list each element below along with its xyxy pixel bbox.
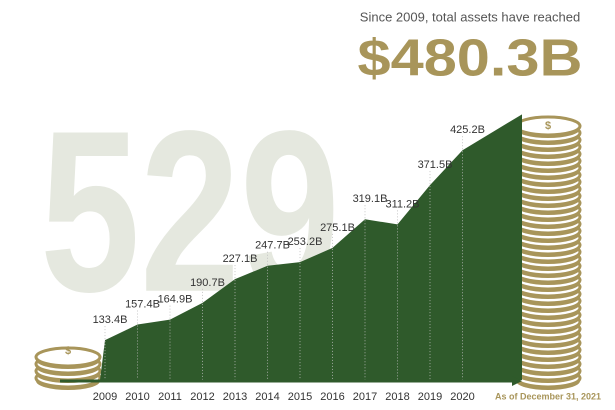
x-tick-label: 2016 (320, 391, 344, 403)
x-tick-label: 2020 (450, 391, 474, 403)
value-label: 247.7B (255, 240, 290, 252)
area (100, 114, 522, 380)
headline-value: $480.3B (358, 30, 583, 88)
value-label: 311.2B (385, 198, 419, 210)
date-label: As of December 31, 2021 (495, 391, 601, 401)
value-label: 190.7B (190, 277, 225, 289)
value-label: 275.1B (320, 222, 355, 234)
x-tick-label: 2014 (255, 391, 279, 403)
coin-stack-left: $ (34, 345, 102, 390)
coin-stack-right: $ (514, 115, 582, 390)
x-tick-label: 2018 (385, 391, 409, 403)
value-label: 425.2B (450, 124, 485, 136)
value-label: 253.2B (288, 236, 323, 248)
value-label: 371.5B (418, 159, 453, 171)
x-tick-label: 2019 (418, 391, 442, 403)
baseline-arrow (512, 376, 522, 386)
coin-edge (34, 346, 102, 368)
value-label: 227.1B (223, 253, 258, 265)
x-tick-label: 2015 (288, 391, 312, 403)
x-tick-label: 2009 (93, 391, 117, 403)
coin-symbol: $ (545, 120, 551, 132)
x-tick-label: 2012 (190, 391, 214, 403)
coin-symbol: $ (65, 345, 71, 357)
x-tick-label: 2017 (353, 391, 377, 403)
subtitle: Since 2009, total assets have reached (360, 9, 580, 24)
x-tick-label: 2011 (158, 391, 182, 403)
x-tick-label: 2013 (223, 391, 247, 403)
x-tick-label: 2010 (125, 391, 149, 403)
value-label: 133.4B (93, 314, 128, 326)
value-label: 157.4B (125, 298, 160, 310)
value-label: 319.1B (353, 193, 388, 205)
value-label: 164.9B (158, 294, 193, 306)
